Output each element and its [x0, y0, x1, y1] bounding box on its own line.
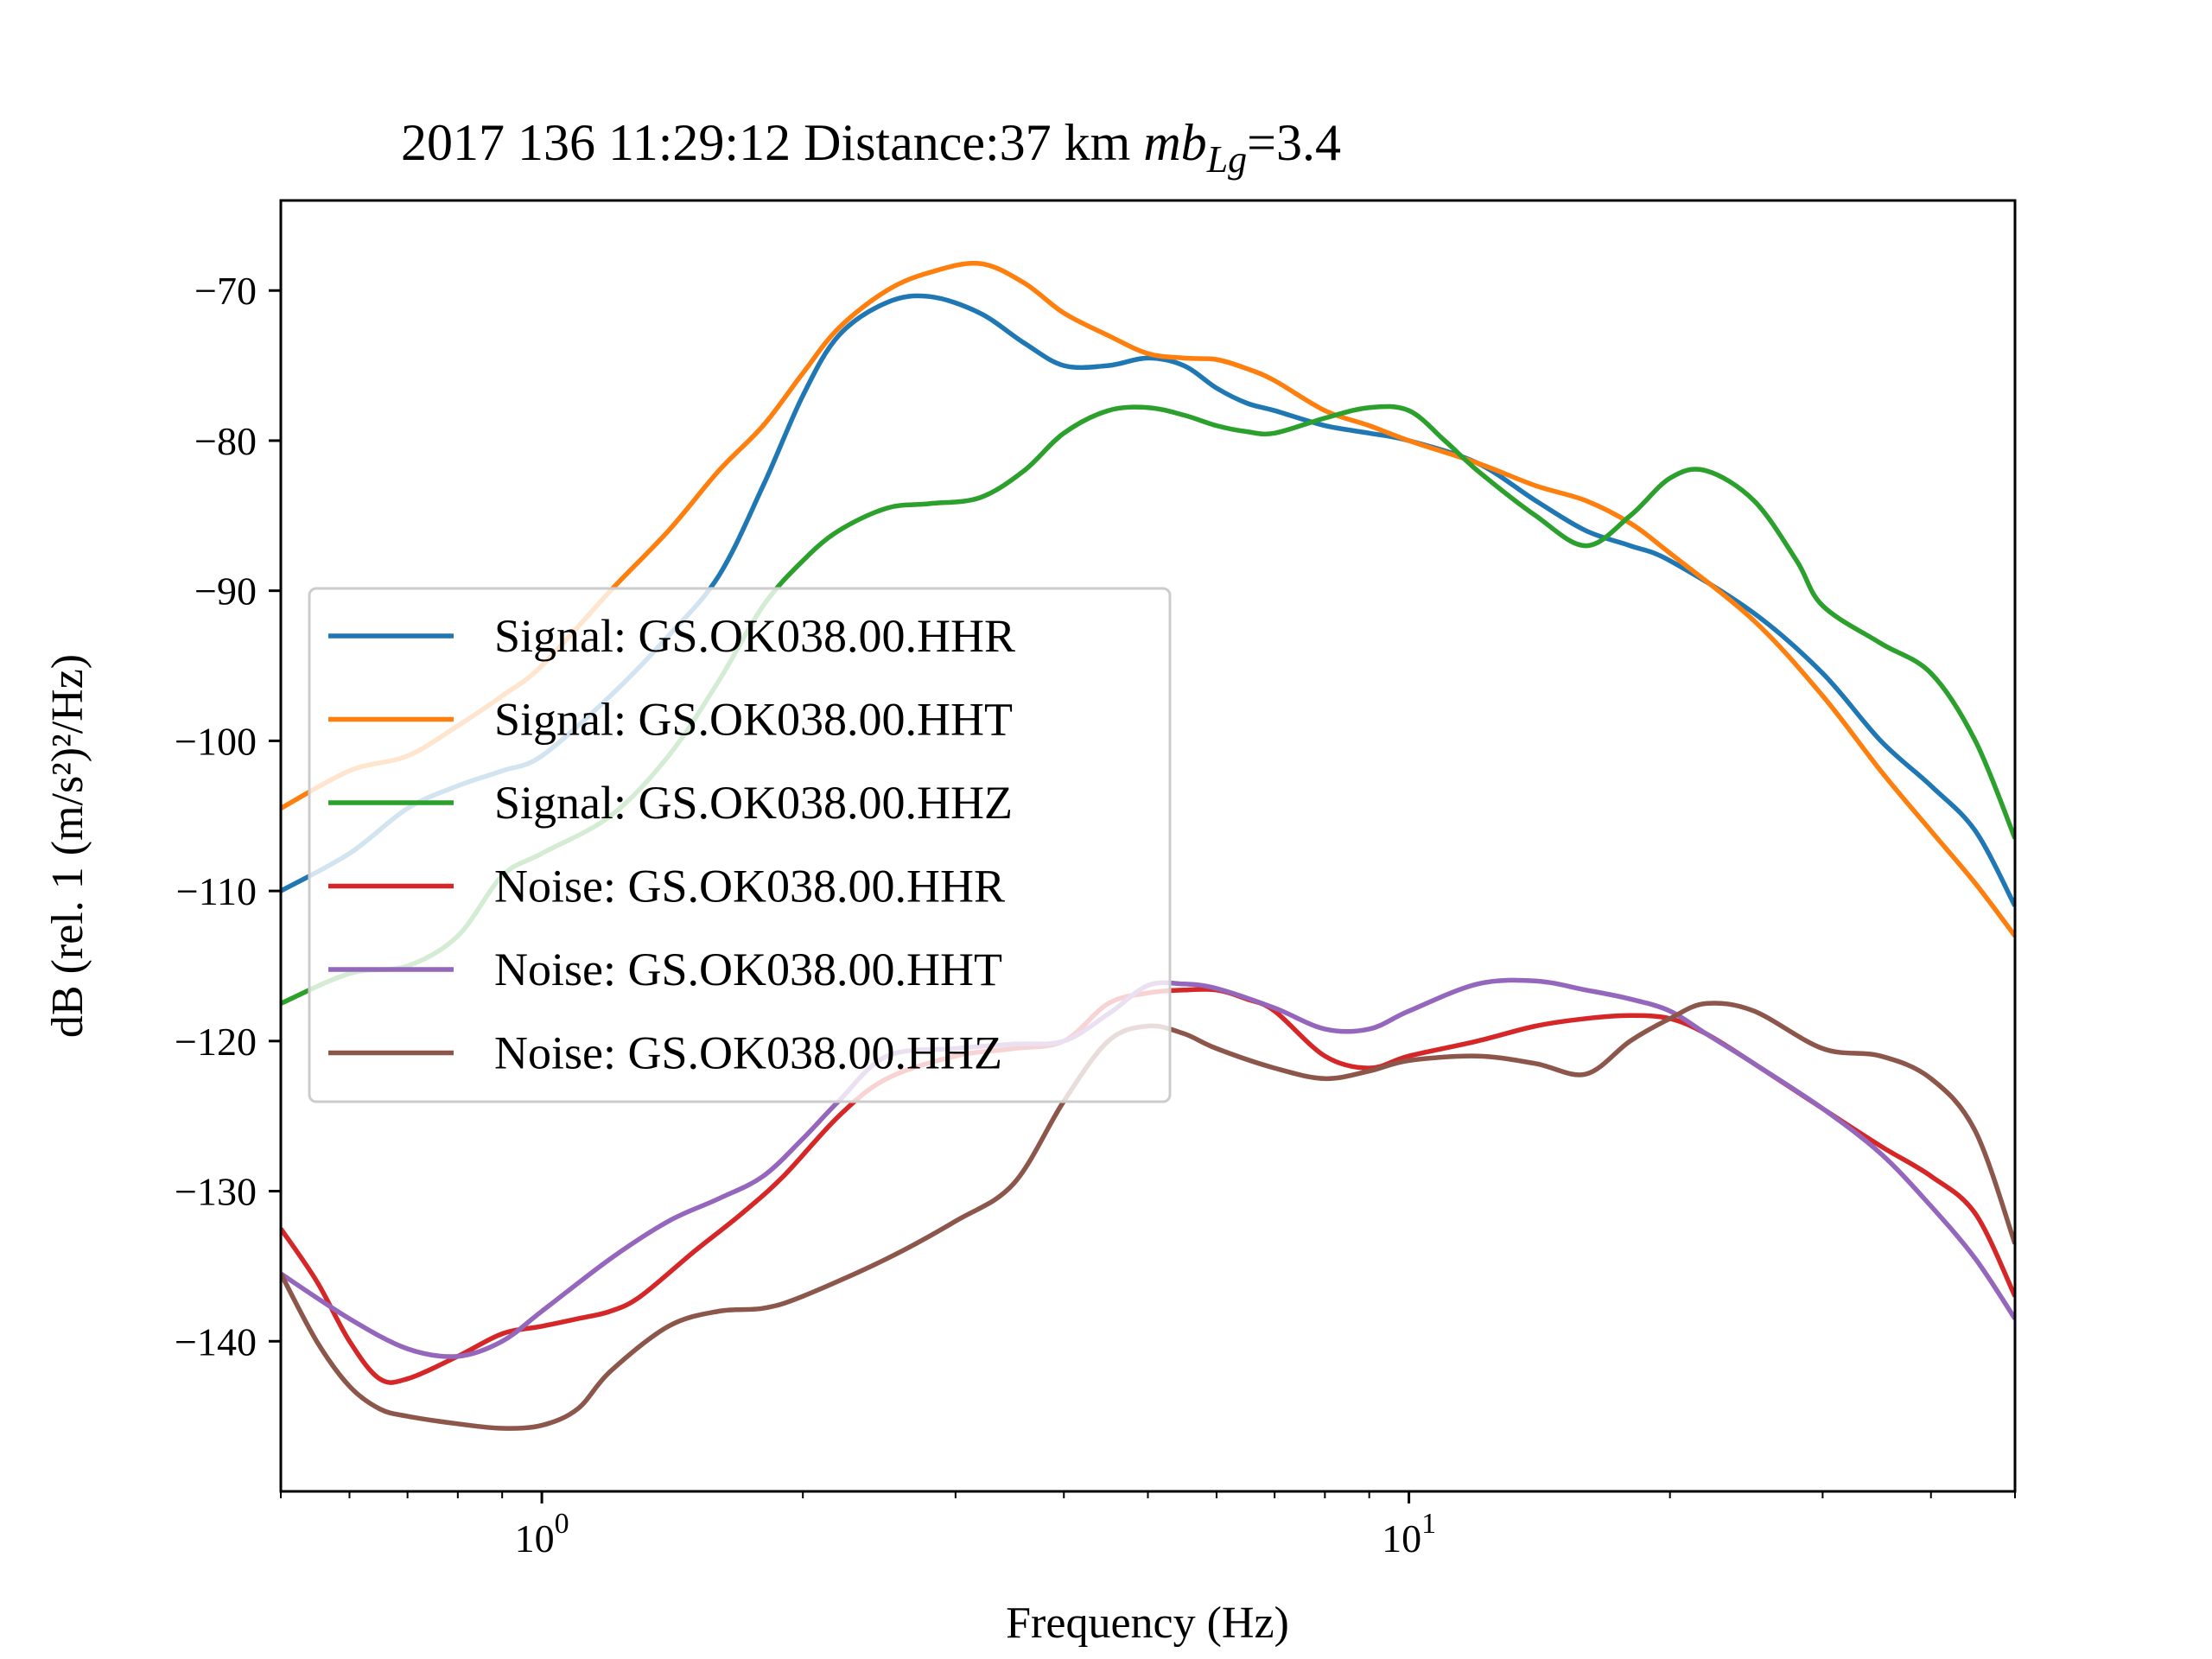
y-tick-label: −90 [194, 569, 257, 613]
y-tick-label: −70 [194, 269, 257, 313]
y-tick-label: −100 [175, 719, 257, 763]
x-axis: 100 101 [280, 1491, 2016, 1560]
y-tick-label: −110 [176, 869, 257, 913]
x-axis-label: Frequency (Hz) [1006, 1599, 1289, 1648]
y-axis-label: dB (rel. 1 (m/s²)²/Hz) [43, 654, 92, 1038]
title-value: =3.4 [1247, 114, 1341, 171]
y-tick-label: −130 [175, 1170, 257, 1214]
legend-label-1: Signal: GS.OK038.00.HHT [494, 694, 1013, 746]
x-tick-label: 100 [515, 1508, 569, 1560]
legend-label-2: Signal: GS.OK038.00.HHZ [494, 777, 1013, 829]
chart-title: 2017 136 11:29:12 Distance:37 km mbLg=3.… [401, 114, 1341, 181]
y-tick-label: −80 [194, 419, 257, 463]
title-mb: mb [1143, 114, 1206, 171]
legend-label-4: Noise: GS.OK038.00.HHT [494, 944, 1002, 995]
legend-label-0: Signal: GS.OK038.00.HHR [494, 610, 1015, 662]
legend-label-3: Noise: GS.OK038.00.HHR [494, 861, 1005, 912]
y-axis: −70 −80 −90 −100 −110 −120 −130 −140 [175, 269, 281, 1363]
legend-label-5: Noise: GS.OK038.00.HHZ [494, 1027, 1002, 1079]
x-tick-label: 101 [1382, 1508, 1436, 1560]
y-tick-label: −140 [175, 1319, 257, 1363]
legend: Signal: GS.OK038.00.HHR Signal: GS.OK038.… [308, 587, 1172, 1103]
y-tick-label: −120 [175, 1020, 257, 1064]
title-subscript: Lg [1206, 138, 1247, 181]
title-main: 2017 136 11:29:12 Distance:37 km [401, 114, 1143, 171]
legend-box [308, 587, 1172, 1103]
